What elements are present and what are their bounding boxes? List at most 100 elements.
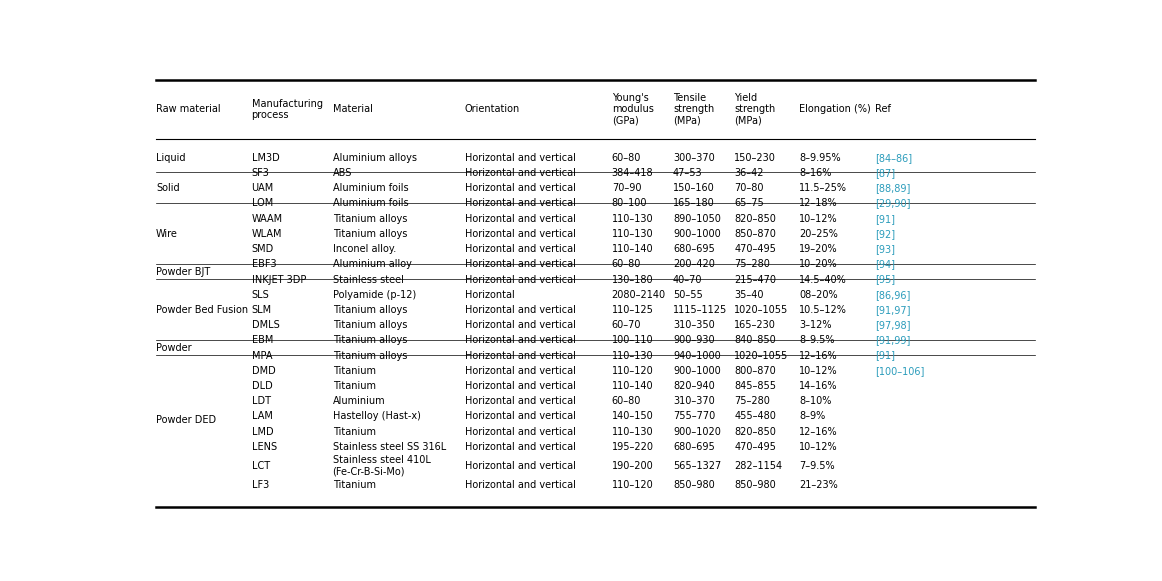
Text: 300–370: 300–370 [673,153,715,163]
Text: 900–1020: 900–1020 [673,426,720,437]
Text: SLM: SLM [251,305,272,315]
Text: 14–16%: 14–16% [799,381,838,391]
Text: Powder BJT: Powder BJT [156,267,210,277]
Text: 840–850: 840–850 [734,335,776,345]
Text: 850–870: 850–870 [734,229,776,239]
Text: Wire: Wire [156,229,178,239]
Text: LAM: LAM [251,411,272,421]
Text: 12–16%: 12–16% [799,426,838,437]
Text: 10–20%: 10–20% [799,259,838,270]
Text: LOM: LOM [251,199,273,209]
Text: SF3: SF3 [251,168,270,178]
Text: 110–130: 110–130 [611,350,653,361]
Text: 80–100: 80–100 [611,199,647,209]
Text: LCT: LCT [251,461,270,471]
Text: 70–90: 70–90 [611,183,641,193]
Text: Solid: Solid [156,183,180,193]
Text: 470–495: 470–495 [734,244,776,254]
Text: LF3: LF3 [251,480,268,490]
Text: 130–180: 130–180 [611,275,653,285]
Text: 12–18%: 12–18% [799,199,838,209]
Text: 50–55: 50–55 [673,290,703,300]
Text: 215–470: 215–470 [734,275,776,285]
Text: 110–140: 110–140 [611,381,653,391]
Text: Horizontal and vertical: Horizontal and vertical [465,244,576,254]
Text: 19–20%: 19–20% [799,244,838,254]
Text: [91,99]: [91,99] [875,335,910,345]
Text: Horizontal and vertical: Horizontal and vertical [465,381,576,391]
Text: 65–75: 65–75 [734,199,763,209]
Text: Horizontal and vertical: Horizontal and vertical [465,168,576,178]
Text: Raw material: Raw material [156,105,221,114]
Text: 820–850: 820–850 [734,426,776,437]
Text: Horizontal and vertical: Horizontal and vertical [465,426,576,437]
Text: 455–480: 455–480 [734,411,776,421]
Text: Horizontal and vertical: Horizontal and vertical [465,214,576,224]
Text: LM3D: LM3D [251,153,279,163]
Text: Horizontal and vertical: Horizontal and vertical [465,229,576,239]
Text: 165–230: 165–230 [734,320,776,330]
Text: 60–70: 60–70 [611,320,641,330]
Text: 10–12%: 10–12% [799,214,838,224]
Text: 200–420: 200–420 [673,259,715,270]
Text: Titanium alloys: Titanium alloys [332,305,407,315]
Text: Titanium: Titanium [332,366,375,376]
Text: 40–70: 40–70 [673,275,703,285]
Text: 2080–2140: 2080–2140 [611,290,666,300]
Text: 10–12%: 10–12% [799,442,838,452]
Text: [91]: [91] [875,350,895,361]
Text: Horizontal and vertical: Horizontal and vertical [465,320,576,330]
Text: Horizontal and vertical: Horizontal and vertical [465,461,576,471]
Text: Horizontal: Horizontal [465,290,515,300]
Text: 110–130: 110–130 [611,426,653,437]
Text: Aluminium foils: Aluminium foils [332,183,408,193]
Text: 8–9.5%: 8–9.5% [799,335,834,345]
Text: 100–110: 100–110 [611,335,653,345]
Text: 195–220: 195–220 [611,442,654,452]
Text: 165–180: 165–180 [673,199,715,209]
Text: [86,96]: [86,96] [875,290,910,300]
Text: 21–23%: 21–23% [799,480,838,490]
Text: Horizontal and vertical: Horizontal and vertical [465,480,576,490]
Text: 900–930: 900–930 [673,335,715,345]
Text: 7–9.5%: 7–9.5% [799,461,834,471]
Text: 11.5–25%: 11.5–25% [799,183,847,193]
Text: EBF3: EBF3 [251,259,277,270]
Text: [97,98]: [97,98] [875,320,910,330]
Text: 565–1327: 565–1327 [673,461,722,471]
Text: 190–200: 190–200 [611,461,653,471]
Text: 310–350: 310–350 [673,320,715,330]
Text: 755–770: 755–770 [673,411,716,421]
Text: 8–9%: 8–9% [799,411,825,421]
Text: 150–230: 150–230 [734,153,776,163]
Text: 60–80: 60–80 [611,396,641,406]
Text: 12–16%: 12–16% [799,350,838,361]
Text: Powder DED: Powder DED [156,415,216,425]
Text: 890–1050: 890–1050 [673,214,720,224]
Text: LDT: LDT [251,396,271,406]
Text: 8–9.95%: 8–9.95% [799,153,840,163]
Text: Stainless steel: Stainless steel [332,275,403,285]
Text: Titanium alloys: Titanium alloys [332,320,407,330]
Text: 110–120: 110–120 [611,480,653,490]
Text: [92]: [92] [875,229,895,239]
Text: Aluminium alloys: Aluminium alloys [332,153,416,163]
Text: 820–850: 820–850 [734,214,776,224]
Text: Titanium alloys: Titanium alloys [332,335,407,345]
Text: 10–12%: 10–12% [799,366,838,376]
Text: WLAM: WLAM [251,229,282,239]
Text: Titanium alloys: Titanium alloys [332,350,407,361]
Text: 150–160: 150–160 [673,183,715,193]
Text: Horizontal and vertical: Horizontal and vertical [465,183,576,193]
Text: 310–370: 310–370 [673,396,715,406]
Text: 14.5–40%: 14.5–40% [799,275,847,285]
Text: Orientation: Orientation [465,105,521,114]
Text: SMD: SMD [251,244,274,254]
Text: 35–40: 35–40 [734,290,763,300]
Text: Horizontal and vertical: Horizontal and vertical [465,396,576,406]
Text: 282–1154: 282–1154 [734,461,782,471]
Text: 850–980: 850–980 [673,480,715,490]
Text: DMLS: DMLS [251,320,279,330]
Text: LMD: LMD [251,426,273,437]
Text: 20–25%: 20–25% [799,229,838,239]
